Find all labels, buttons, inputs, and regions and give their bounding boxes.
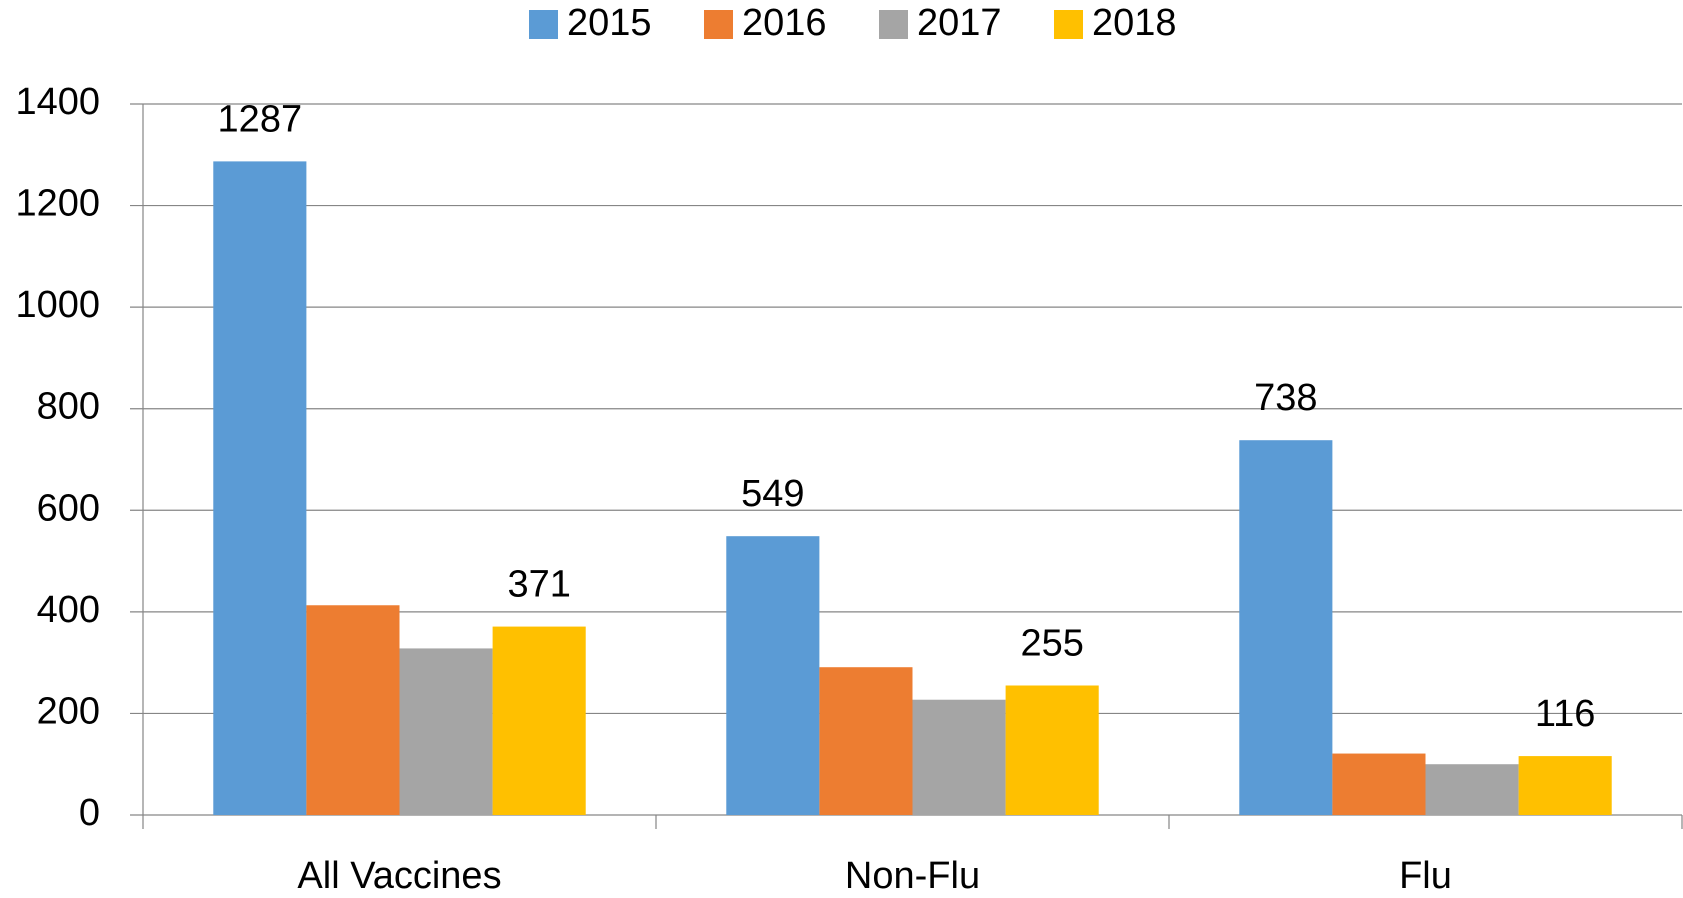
bar — [819, 667, 913, 815]
legend-label: 2016 — [742, 2, 827, 44]
bar — [399, 648, 493, 815]
legend-swatch — [1054, 10, 1083, 39]
legend-label: 2015 — [567, 2, 652, 44]
x-tick-label: All Vaccines — [297, 855, 501, 897]
y-tick-label: 1000 — [15, 284, 100, 326]
bar — [213, 161, 307, 815]
legend-swatch — [879, 10, 908, 39]
y-tick-label: 1200 — [15, 183, 100, 225]
bar — [492, 626, 586, 815]
data-label: 1287 — [218, 98, 303, 140]
data-label: 371 — [507, 564, 570, 606]
bar — [306, 605, 400, 815]
bar — [912, 699, 1006, 815]
data-label: 255 — [1020, 623, 1083, 665]
y-tick-label: 0 — [79, 792, 100, 834]
legend-label: 2017 — [917, 2, 1002, 44]
data-label: 549 — [741, 473, 804, 515]
bar — [1005, 685, 1099, 815]
bar — [1518, 756, 1612, 815]
legend-label: 2018 — [1092, 2, 1177, 44]
x-tick-label: Non-Flu — [845, 855, 980, 897]
data-label: 116 — [1535, 693, 1596, 735]
y-tick-label: 600 — [37, 487, 100, 529]
x-tick-label: Flu — [1399, 855, 1452, 897]
data-label: 738 — [1254, 377, 1317, 419]
bar — [726, 536, 820, 815]
bar — [1425, 764, 1519, 815]
y-tick-label: 400 — [37, 589, 100, 631]
bar — [1239, 440, 1333, 815]
y-tick-label: 200 — [37, 690, 100, 732]
y-tick-label: 1400 — [15, 81, 100, 123]
legend-swatch — [704, 10, 733, 39]
y-tick-label: 800 — [37, 386, 100, 428]
legend-swatch — [529, 10, 558, 39]
bar — [1332, 753, 1426, 815]
